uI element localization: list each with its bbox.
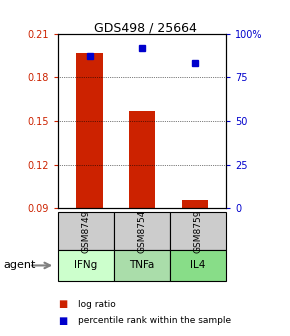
Text: ■: ■ [58, 299, 67, 309]
Text: ■: ■ [58, 316, 67, 326]
Text: percentile rank within the sample: percentile rank within the sample [78, 317, 231, 325]
Text: IFNg: IFNg [75, 260, 98, 270]
Text: GSM8759: GSM8759 [194, 209, 203, 253]
Text: log ratio: log ratio [78, 300, 116, 308]
Text: IL4: IL4 [191, 260, 206, 270]
Text: GSM8754: GSM8754 [137, 209, 147, 253]
Text: agent: agent [3, 260, 35, 270]
Bar [182, 200, 208, 208]
Text: GSM8749: GSM8749 [81, 209, 90, 253]
Bar [76, 52, 103, 208]
Bar [129, 111, 155, 208]
Text: TNFa: TNFa [129, 260, 155, 270]
Text: GDS498 / 25664: GDS498 / 25664 [94, 22, 196, 35]
